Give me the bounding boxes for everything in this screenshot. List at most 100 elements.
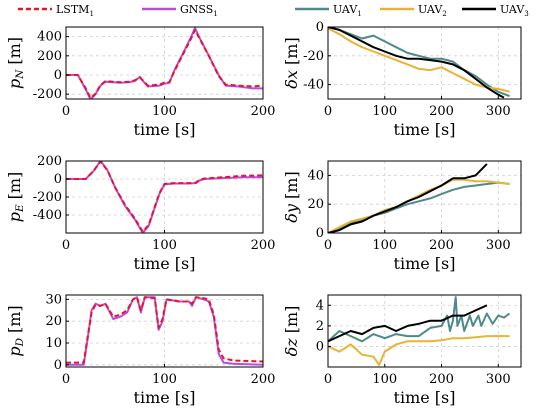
ylabel-2: pE [m] xyxy=(5,172,26,223)
ytick-label-2-3: -400 xyxy=(33,208,62,223)
axes-frame-3 xyxy=(327,160,522,234)
series-5-1 xyxy=(328,335,510,366)
series-0-1 xyxy=(66,28,263,99)
xtick-label-0-1: 100 xyxy=(152,104,177,119)
xtick-label-5-2: 200 xyxy=(429,372,454,387)
series-4-1 xyxy=(66,296,263,364)
ylabel-main-4: p xyxy=(5,346,24,356)
ylabel-sub-0: N xyxy=(14,69,26,80)
ytick-label-4-0: 30 xyxy=(45,292,62,307)
xtick-label-3-1: 100 xyxy=(372,238,397,253)
legend-uav-label-2: UAV3 xyxy=(500,3,529,18)
legend-label-1: GNSS1 xyxy=(180,3,218,18)
ylabel-main-0: p xyxy=(5,79,24,89)
series-5-0 xyxy=(328,296,511,343)
ylabel-main-5: δz xyxy=(282,338,301,357)
axes-frame-1 xyxy=(327,26,522,100)
ytick-label-5-0: 4 xyxy=(316,298,324,313)
ylabel-3: δy [m] xyxy=(282,171,301,222)
ytick-label-5-1: 2 xyxy=(316,319,324,334)
ylabel-0: pN [m] xyxy=(5,37,26,89)
xtick-label-5-3: 300 xyxy=(486,372,511,387)
series-5-2 xyxy=(328,304,488,343)
legend: LSTM1 GNSS1 UAV1 UAV2 UAV3 xyxy=(18,3,529,18)
xtick-label-2-1: 100 xyxy=(152,238,177,253)
panel-3: 0 100 200 300 0 20 40 time [s] δy [m] xyxy=(282,160,522,273)
ytick-label-0-2: 0 xyxy=(54,68,62,83)
xtick-label-0-0: 0 xyxy=(62,104,70,119)
series-1-0 xyxy=(328,27,510,98)
xtick-label-4-0: 0 xyxy=(62,372,70,387)
ytick-label-1-2: -40 xyxy=(303,78,324,93)
ylabel-unit-1: [m] xyxy=(282,37,301,70)
legend-label-1-sub: 1 xyxy=(213,9,218,18)
legend-uav-label-1-main: UAV xyxy=(418,3,443,16)
ytick-label-1-1: -20 xyxy=(303,49,324,64)
legend-uav-label-1-sub: 2 xyxy=(442,9,447,18)
xlabel-0: time [s] xyxy=(134,120,196,139)
ytick-label-4-1: 20 xyxy=(45,314,62,329)
panel-1: 0 100 200 300 0 -20 -40 time [s] δx [m] xyxy=(282,20,522,139)
legend-label-0-main: LSTM xyxy=(56,3,89,16)
series-1-2 xyxy=(328,27,505,99)
ytick-label-4-2: 10 xyxy=(45,336,62,351)
ytick-label-0-3: -200 xyxy=(33,87,62,102)
panel-5: 0 100 200 300 4 2 0 time [s] δz [m] xyxy=(282,294,522,407)
series-0-0 xyxy=(66,27,263,99)
ylabel-unit-5: [m] xyxy=(282,306,301,339)
legend-uav-label-0-sub: 1 xyxy=(357,9,362,18)
ylabel-4: pD [m] xyxy=(5,305,26,356)
xtick-label-4-1: 100 xyxy=(152,372,177,387)
xtick-label-3-2: 200 xyxy=(429,238,454,253)
legend-label-0: LSTM1 xyxy=(56,3,94,18)
xtick-label-0-2: 200 xyxy=(251,104,276,119)
xlabel-4: time [s] xyxy=(134,388,196,407)
series-2-1 xyxy=(66,161,263,233)
ylabel-main-1: δx xyxy=(282,70,301,89)
ylabel-unit-3: [m] xyxy=(282,171,301,204)
ylabel-1: δx [m] xyxy=(282,37,301,88)
ytick-label-0-0: 400 xyxy=(37,30,62,45)
series-1-1 xyxy=(328,27,510,93)
legend-uav-label-1: UAV2 xyxy=(418,3,447,18)
legend-uav-label-0-main: UAV xyxy=(333,3,358,16)
ytick-label-0-1: 200 xyxy=(37,49,62,64)
ytick-label-2-0: 200 xyxy=(37,154,62,169)
xtick-label-1-0: 0 xyxy=(324,104,332,119)
legend-label-1-main: GNSS xyxy=(180,3,213,16)
xtick-label-5-1: 100 xyxy=(372,372,397,387)
ytick-label-2-2: -200 xyxy=(33,190,62,205)
axes-frame-5 xyxy=(327,294,522,368)
ytick-label-5-2: 0 xyxy=(316,339,324,354)
legend-uav-label-2-sub: 3 xyxy=(524,9,529,18)
ylabel-sub-4: D xyxy=(14,337,26,347)
xtick-label-1-2: 200 xyxy=(429,104,454,119)
xlabel-1: time [s] xyxy=(394,120,456,139)
ylabel-main-2: p xyxy=(5,212,24,222)
xlabel-2: time [s] xyxy=(134,254,196,273)
xtick-label-5-0: 0 xyxy=(324,372,332,387)
legend-label-0-sub: 1 xyxy=(89,9,94,18)
xtick-label-1-3: 300 xyxy=(486,104,511,119)
series-3-2 xyxy=(328,163,488,233)
ylabel-main-3: δy xyxy=(282,203,301,223)
series-3-1 xyxy=(328,178,510,233)
series-3-0 xyxy=(328,181,510,233)
ylabel-unit-0: [m] xyxy=(5,37,24,70)
panel-2: 0 100 200 200 0 -200 -400 time [s] pE [m] xyxy=(5,154,275,273)
ytick-label-1-0: 0 xyxy=(316,20,324,35)
xtick-label-4-2: 200 xyxy=(251,372,276,387)
legend-uav-label-2-main: UAV xyxy=(500,3,525,16)
ylabel-5: δz [m] xyxy=(282,306,301,357)
ytick-label-2-1: 0 xyxy=(54,172,62,187)
xlabel-5: time [s] xyxy=(394,388,456,407)
ytick-label-3-2: 40 xyxy=(307,168,324,183)
ytick-label-4-3: 0 xyxy=(54,358,62,373)
xtick-label-3-0: 0 xyxy=(324,238,332,253)
ylabel-unit-4: [m] xyxy=(5,305,24,338)
ylabel-unit-2: [m] xyxy=(5,172,24,205)
